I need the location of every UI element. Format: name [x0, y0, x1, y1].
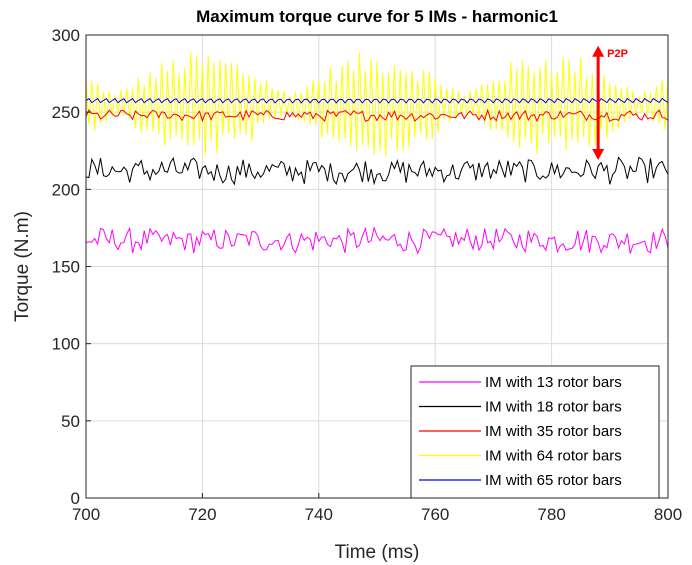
x-axis-label: Time (ms) [335, 542, 420, 563]
y-tick-label: 50 [61, 412, 80, 431]
chart-title: Maximum torque curve for 5 IMs - harmoni… [196, 7, 558, 26]
legend: IM with 13 rotor bars IM with 18 rotor b… [410, 365, 660, 499]
series-line [85, 51, 669, 157]
y-tick-label: 200 [52, 180, 80, 199]
y-tick-label: 0 [71, 489, 80, 508]
p2p-arrow-head-top [592, 45, 605, 57]
axes: 700 720 740 760 780 800 0 50 100 150 200 250 300 [52, 26, 683, 524]
y-tick-label: 300 [52, 26, 80, 45]
y-tick-label: 100 [52, 335, 80, 354]
x-tick-label: 740 [305, 505, 333, 524]
y-tick-label: 250 [52, 103, 80, 122]
legend-entry: IM with 65 rotor bars [485, 472, 622, 489]
series-line [85, 226, 669, 255]
legend-entry: IM with 64 rotor bars [485, 448, 622, 465]
p2p-label: P2P [607, 48, 628, 60]
legend-entry: IM with 18 rotor bars [485, 399, 622, 416]
x-tick-label: 700 [72, 505, 100, 524]
x-tick-label: 720 [188, 505, 216, 524]
series-layer [85, 51, 669, 255]
series-line [85, 97, 669, 104]
y-axis-label: Torque (N.m) [12, 211, 33, 322]
x-tick-label: 800 [654, 505, 682, 524]
annotation-layer: P2P [592, 45, 628, 161]
legend-entry: IM with 13 rotor bars [485, 374, 622, 391]
x-tick-label: 780 [537, 505, 565, 524]
legend-entry: IM with 35 rotor bars [485, 423, 622, 440]
x-tick-label: 760 [421, 505, 449, 524]
series-line [85, 108, 669, 123]
legend-box [410, 365, 660, 499]
y-tick-label: 150 [52, 258, 80, 277]
p2p-arrow-head-bottom [592, 149, 605, 161]
series-line [85, 156, 669, 186]
